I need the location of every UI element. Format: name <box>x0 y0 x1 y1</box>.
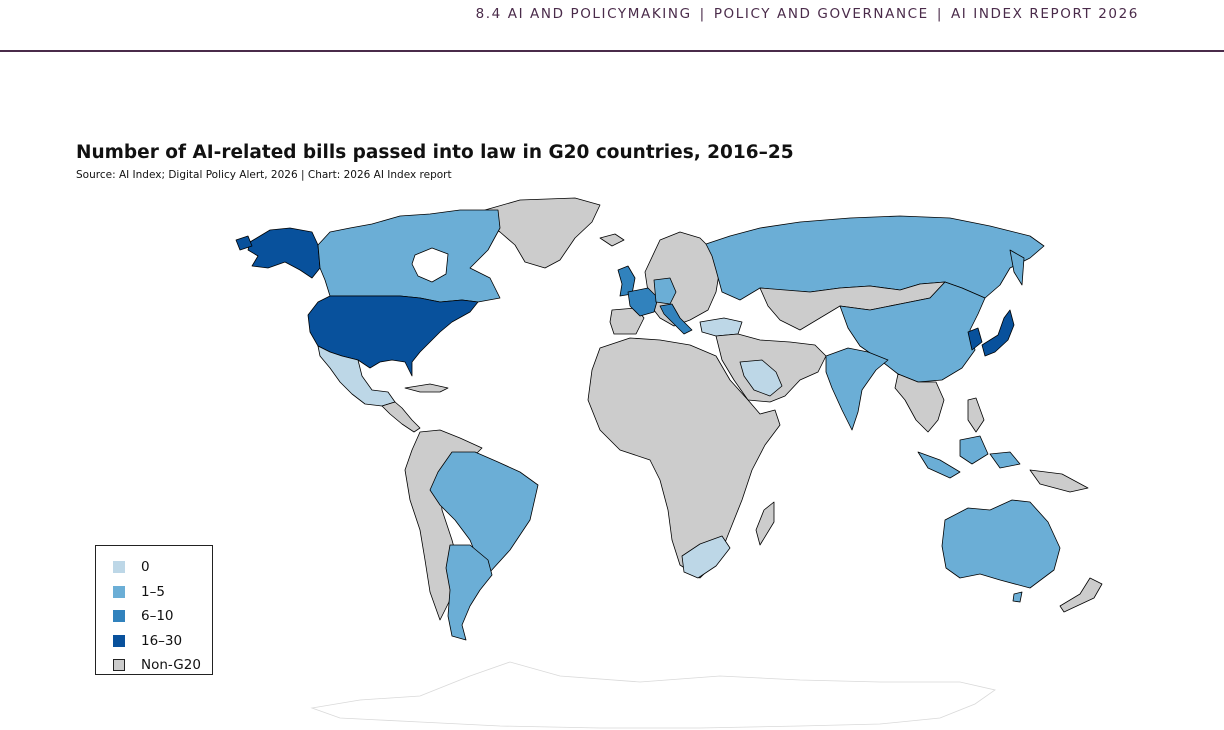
region-central-america[interactable] <box>381 401 421 433</box>
hudson-bay <box>411 247 449 283</box>
country-usa-alaska[interactable] <box>247 227 321 279</box>
chart-title: Number of AI-related bills passed into l… <box>76 142 794 163</box>
region-madagascar[interactable] <box>755 501 775 546</box>
country-indonesia-borneo[interactable] <box>959 435 989 465</box>
breadcrumb-chapter[interactable]: POLICY AND GOVERNANCE <box>713 6 929 22</box>
country-indonesia[interactable] <box>917 451 961 479</box>
legend-item: Non-G20 <box>113 653 212 678</box>
country-india[interactable] <box>825 347 889 431</box>
breadcrumb-section[interactable]: 8.4 AI AND POLICYMAKING <box>475 6 692 22</box>
region-new-zealand[interactable] <box>1059 577 1103 613</box>
legend-item: 16–30 <box>113 629 212 654</box>
country-australia-tasmania[interactable] <box>1012 591 1023 603</box>
legend-swatch <box>113 610 125 623</box>
legend-swatch <box>113 585 125 598</box>
region-southeast-asia[interactable] <box>894 373 945 433</box>
country-russia-kamchatka[interactable] <box>1009 249 1025 286</box>
country-usa-alaska-peninsula[interactable] <box>235 235 253 251</box>
country-argentina[interactable] <box>445 544 493 641</box>
country-australia[interactable] <box>941 499 1061 589</box>
region-iceland[interactable] <box>599 233 625 247</box>
legend-item: 6–10 <box>113 604 212 629</box>
breadcrumb-separator: | <box>936 6 943 22</box>
country-turkey[interactable] <box>699 317 743 337</box>
country-canada[interactable] <box>317 209 501 303</box>
region-philippines[interactable] <box>967 397 985 433</box>
region-antarctica <box>310 661 996 729</box>
legend-item: 0 <box>113 555 212 580</box>
country-saudi-arabia[interactable] <box>739 359 783 397</box>
country-south-africa[interactable] <box>681 535 731 579</box>
breadcrumb-report[interactable]: AI INDEX REPORT 2026 <box>950 6 1139 22</box>
legend-swatch <box>113 561 125 574</box>
legend: 0 1–5 6–10 16–30 Non-G20 <box>95 545 213 675</box>
region-new-guinea[interactable] <box>1029 469 1089 493</box>
country-japan[interactable] <box>981 309 1015 357</box>
legend-label: 6–10 <box>141 608 174 625</box>
region-caribbean[interactable] <box>404 383 449 393</box>
country-indonesia-east[interactable] <box>989 451 1021 469</box>
country-germany[interactable] <box>653 277 677 305</box>
country-france[interactable] <box>627 287 659 317</box>
legend-label: 0 <box>141 559 150 576</box>
breadcrumb: 8.4 AI AND POLICYMAKING | POLICY AND GOVER… <box>476 6 1139 22</box>
country-greenland[interactable] <box>484 197 601 269</box>
header-bar: 8.4 AI AND POLICYMAKING | POLICY AND GOVER… <box>0 0 1224 52</box>
legend-label: Non-G20 <box>141 657 201 674</box>
country-south-korea[interactable] <box>967 327 983 351</box>
legend-swatch <box>113 659 125 672</box>
country-italy[interactable] <box>659 303 693 335</box>
chart-source: Source: AI Index; Digital Policy Alert, … <box>76 169 452 181</box>
legend-label: 1–5 <box>141 583 165 600</box>
breadcrumb-separator: | <box>699 6 706 22</box>
region-africa[interactable] <box>587 337 781 579</box>
legend-label: 16–30 <box>141 632 183 649</box>
legend-item: 1–5 <box>113 580 212 605</box>
legend-swatch <box>113 634 125 647</box>
